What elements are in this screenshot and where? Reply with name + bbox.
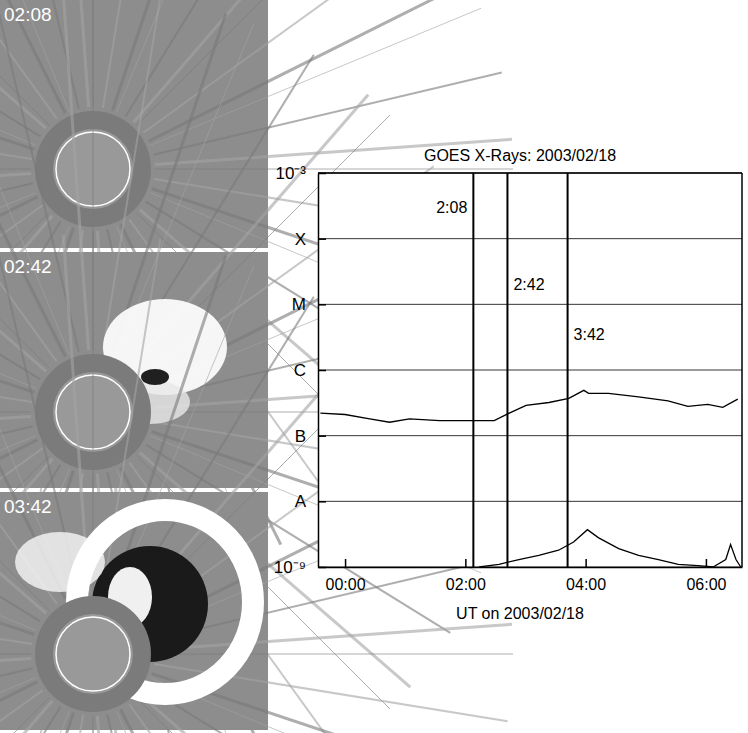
tick-mark [465,559,467,567]
tick-mark [318,238,326,240]
limb-circle [56,617,130,691]
streak [150,8,481,145]
y-axis: 10⁻⁹ A B C M X 10⁻³ [274,164,326,577]
streak [0,71,57,361]
tick: 04:00 [566,559,606,593]
tick-label: 10⁻⁹ [274,558,306,577]
annotation-label: 2:42 [513,276,544,293]
series-line [320,390,737,422]
streak [97,716,122,733]
streak [0,36,65,356]
tick-label: X [295,230,306,249]
grid-line [318,370,742,371]
streak [117,711,254,733]
grid-line [318,173,742,174]
tick: M [292,295,326,314]
series-line [479,530,741,567]
grid-line [318,304,742,305]
tick-label: B [295,427,306,446]
streak [0,173,31,198]
streak [148,0,468,141]
streak [0,668,33,733]
streak [0,701,52,733]
tick: X [295,230,326,249]
streak [155,624,512,649]
grid-line [318,567,742,568]
streak [0,8,36,145]
streak [0,412,31,413]
solar-disk [53,614,133,694]
tick-mark [318,304,326,306]
streak [0,416,31,441]
image-label: 03:42 [4,496,52,517]
tick: A [295,492,326,511]
annotation-line [472,173,474,567]
streak [155,169,513,170]
annotation-line [567,173,569,567]
streak [129,704,338,733]
annotation-label: 2:08 [436,199,467,216]
tick: B [295,427,326,446]
image-label: 02:08 [4,4,52,25]
tick-label: A [295,492,307,511]
grid-line [318,238,742,239]
frame-line [318,172,742,174]
tick: 00:00 [326,559,366,593]
tick-label: 06:00 [686,576,726,593]
streak [107,714,189,733]
tick-mark [318,435,326,437]
cme-bright [15,532,105,592]
tick-label: 10⁻³ [275,164,306,183]
image-label: 02:42 [4,256,52,277]
tick: 06:00 [686,559,726,593]
annotation-label: 3:42 [574,326,605,343]
chart-title: GOES X-Rays: 2003/02/18 [424,147,616,164]
frame-line [741,173,743,567]
streak [121,709,281,733]
tick-mark [318,370,326,372]
tick-label: M [292,295,306,314]
occulter [35,596,151,712]
tick-label: C [294,361,306,380]
cme-dark [141,369,169,385]
tick-mark [318,173,326,175]
streak [0,0,69,112]
annotation-line [506,173,508,567]
tick: C [294,361,326,380]
tick-label: 04:00 [566,576,606,593]
tick-mark [318,501,326,503]
tick-label: 02:00 [446,576,486,593]
tick-label: 00:00 [326,576,366,593]
streak [0,433,40,621]
streak [113,0,226,110]
streak [0,707,60,733]
streak [0,682,38,733]
streak [137,0,390,125]
plot-area [320,173,740,567]
tick: 02:00 [446,559,486,593]
axis-line [319,567,743,569]
streak [0,654,31,655]
streak [0,678,36,733]
tick: 10⁻³ [275,164,326,183]
tick-mark [345,559,347,567]
streak [0,658,31,683]
grid-line [318,501,742,502]
streak [93,716,94,733]
streak [0,713,73,733]
streak [0,169,31,170]
grid-line [318,435,742,436]
figure: 02:08 02:42 03:42 10⁻⁹ A B C M X 10⁻³ 00:00 02:00 04… [0,0,748,733]
streak [0,0,57,119]
streak [113,256,226,596]
tick: 10⁻⁹ [274,558,326,577]
tick-mark [585,559,587,567]
plot-background [318,173,742,567]
streak [155,654,513,655]
grid [318,173,742,567]
streak [117,0,254,112]
x-axis-title: UT on 2003/02/18 [456,605,584,622]
